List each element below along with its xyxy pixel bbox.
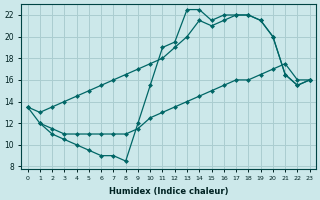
X-axis label: Humidex (Indice chaleur): Humidex (Indice chaleur) bbox=[109, 187, 228, 196]
